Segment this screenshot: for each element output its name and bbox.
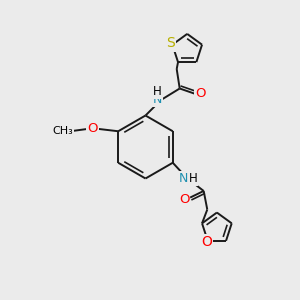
- Text: O: O: [196, 87, 206, 101]
- Text: O: O: [179, 193, 189, 206]
- Text: S: S: [167, 37, 175, 50]
- Text: O: O: [201, 235, 212, 249]
- Text: N: N: [152, 93, 162, 106]
- Text: H: H: [153, 85, 162, 98]
- Text: H: H: [189, 172, 198, 185]
- Text: N: N: [179, 172, 188, 185]
- Text: O: O: [88, 122, 98, 135]
- Text: CH₃: CH₃: [52, 126, 73, 136]
